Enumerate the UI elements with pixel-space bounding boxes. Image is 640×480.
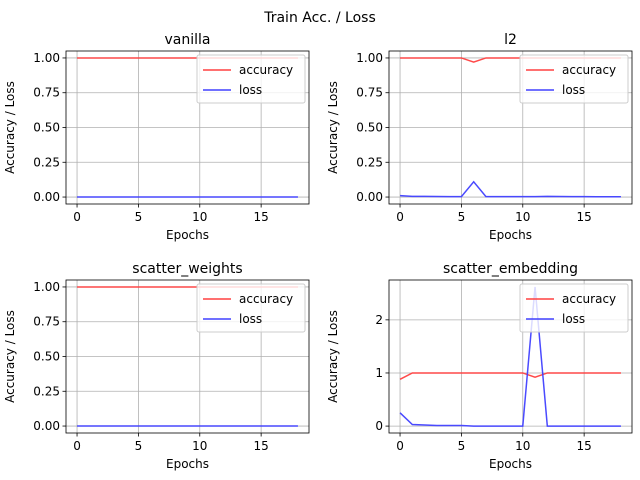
y-tick-label: 0.25 bbox=[356, 155, 383, 169]
x-tick-label: 5 bbox=[458, 439, 466, 453]
series-line-loss bbox=[400, 180, 621, 198]
y-tick-label: 0.50 bbox=[33, 121, 60, 135]
legend-label-accuracy: accuracy bbox=[239, 63, 293, 77]
legend-label-loss: loss bbox=[239, 312, 262, 326]
subplots: 0 5 10 150.000.250.500.751.00vanillaEpochsA… bbox=[3, 32, 633, 471]
y-axis-label: Accuracy / Loss bbox=[326, 310, 340, 403]
legend: accuracy loss bbox=[196, 54, 306, 104]
x-tick-label: 0 bbox=[73, 210, 81, 224]
y-tick-label: 0.50 bbox=[33, 350, 60, 364]
x-tick-label: 0 bbox=[396, 439, 404, 453]
x-tick-label: 0 bbox=[73, 439, 81, 453]
y-axis-label: Accuracy / Loss bbox=[3, 310, 17, 403]
x-tick-label: 0 bbox=[396, 210, 404, 224]
legend: accuracy loss bbox=[196, 283, 306, 333]
x-tick-label: 5 bbox=[135, 439, 143, 453]
legend-label-loss: loss bbox=[562, 83, 585, 97]
x-tick-label: 15 bbox=[576, 439, 591, 453]
series-line-loss bbox=[399, 286, 621, 427]
subplot-l2: 0 5 10 15 0.00 0.25 0.50 0.75 1.00 l2 Epochs Accura… bbox=[326, 32, 633, 242]
y-tick-label: 0.00 bbox=[33, 419, 60, 433]
legend-box bbox=[519, 54, 629, 104]
y-tick-label: 0.25 bbox=[33, 155, 60, 169]
y-tick-label: 0.00 bbox=[356, 190, 383, 204]
x-tick-label: 15 bbox=[253, 210, 268, 224]
y-tick-label: 0.75 bbox=[356, 86, 383, 100]
y-tick-label: 0.50 bbox=[356, 121, 383, 135]
y-tick-label: 0.25 bbox=[33, 384, 60, 398]
legend-label-loss: loss bbox=[562, 312, 585, 326]
x-tick-label: 15 bbox=[576, 210, 591, 224]
legend-label-loss: loss bbox=[239, 83, 262, 97]
legend-label-accuracy: accuracy bbox=[562, 63, 616, 77]
y-tick-label: 0.75 bbox=[33, 86, 60, 100]
y-tick-label: 1.00 bbox=[33, 51, 60, 65]
legend-box bbox=[196, 54, 306, 104]
subplot-scatter_embedding: 0 5 10 15 0 1 2 scatter_embedding Epochs Accuracy… bbox=[326, 261, 633, 471]
legend: accuracy loss bbox=[519, 283, 629, 333]
y-tick-label: 1 bbox=[375, 366, 383, 380]
legend: accuracy loss bbox=[519, 54, 629, 104]
legend-box bbox=[196, 283, 306, 333]
y-tick-label: 1.00 bbox=[356, 51, 383, 65]
subplot-title: scatter_embedding bbox=[443, 261, 578, 277]
subplot-title: scatter_weights bbox=[132, 261, 242, 277]
series-line-accuracy bbox=[399, 372, 621, 381]
x-axis-label: Epochs bbox=[166, 228, 209, 242]
x-tick-label: 10 bbox=[192, 439, 207, 453]
legend-label-accuracy: accuracy bbox=[562, 292, 616, 306]
y-tick-label: 0.00 bbox=[33, 190, 60, 204]
y-axis-label: Accuracy / Loss bbox=[326, 81, 340, 174]
y-tick-label: 0 bbox=[375, 419, 383, 433]
x-tick-label: 15 bbox=[253, 439, 268, 453]
legend-label-accuracy: accuracy bbox=[239, 292, 293, 306]
axes-frame bbox=[388, 279, 633, 434]
y-axis-label: Accuracy / Loss bbox=[3, 81, 17, 174]
y-tick-label: 0.75 bbox=[33, 315, 60, 329]
figure-title: Train Acc. / Loss bbox=[263, 10, 376, 26]
subplot-title: l2 bbox=[504, 32, 517, 48]
x-tick-label: 10 bbox=[192, 210, 207, 224]
x-axis-label: Epochs bbox=[166, 457, 209, 471]
legend-box bbox=[519, 283, 629, 333]
x-tick-label: 5 bbox=[458, 210, 466, 224]
x-tick-label: 10 bbox=[515, 439, 530, 453]
subplot-scatter_weights: 0 5 10 15 0.00 0.25 0.50 0.75 1.00 scatter_weight… bbox=[3, 261, 310, 471]
subplot-vanilla: 0 5 10 15 0.00 0.25 0.50 0.75 1.00 vanilla Epochs A… bbox=[3, 32, 310, 242]
x-tick-label: 5 bbox=[135, 210, 143, 224]
x-axis-label: Epochs bbox=[489, 228, 532, 242]
y-tick-label: 1.00 bbox=[33, 280, 60, 294]
y-tick-label: 2 bbox=[375, 313, 383, 327]
x-axis-label: Epochs bbox=[489, 457, 532, 471]
subplot-title: vanilla bbox=[165, 32, 211, 48]
x-tick-label: 10 bbox=[515, 210, 530, 224]
